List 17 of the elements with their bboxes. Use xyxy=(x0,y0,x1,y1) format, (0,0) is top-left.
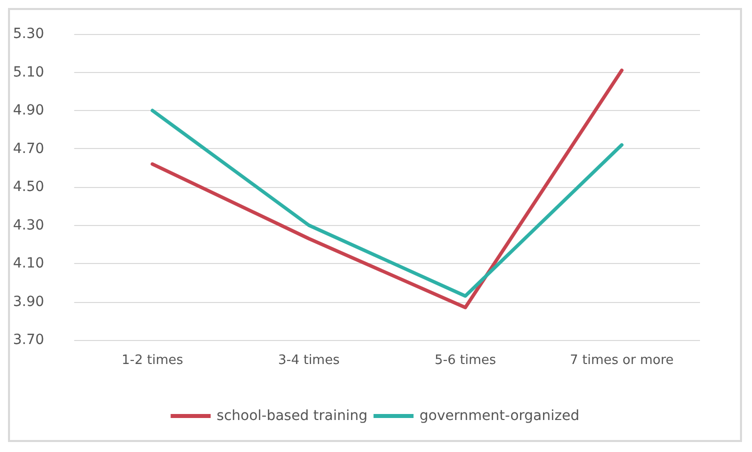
x-tick-label: 3-4 times xyxy=(278,353,340,368)
y-tick-label: 4.70 xyxy=(13,140,44,157)
y-tick-label: 3.70 xyxy=(13,332,44,348)
y-tick-label: 4.10 xyxy=(13,256,44,272)
x-tick-label: 7 times or more xyxy=(570,353,674,368)
line-series xyxy=(150,68,624,310)
y-tick-label: 4.30 xyxy=(13,217,44,234)
x-tick-label: 1-2 times xyxy=(122,353,184,368)
y-tick-label: 4.90 xyxy=(13,102,44,118)
line-series xyxy=(150,108,624,298)
y-tick-label: 5.10 xyxy=(13,64,44,80)
legend-label: government-organized xyxy=(420,408,580,424)
y-tick-label: 5.30 xyxy=(13,26,44,42)
y-tick-label: 3.90 xyxy=(13,294,44,310)
y-tick-label: 4.50 xyxy=(13,179,44,195)
legend-label: school-based training xyxy=(216,408,368,424)
x-tick-label: 5-6 times xyxy=(434,353,496,368)
